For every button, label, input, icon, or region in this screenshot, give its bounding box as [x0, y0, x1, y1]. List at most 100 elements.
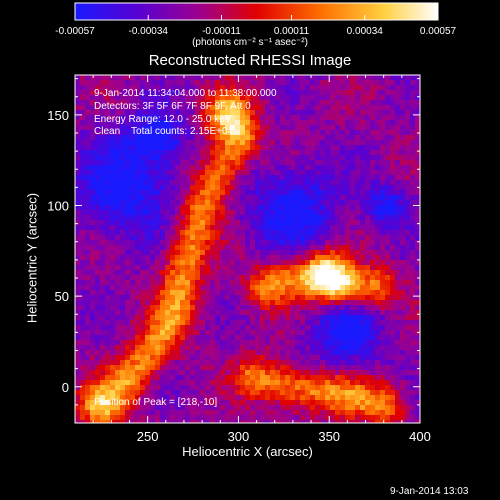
- heatmap-cell: [125, 205, 131, 211]
- heatmap-cell: [245, 415, 251, 421]
- heatmap-cell: [80, 270, 86, 276]
- heatmap-cell: [150, 165, 156, 171]
- heatmap-cell: [135, 375, 141, 381]
- heatmap-cell: [270, 300, 276, 306]
- heatmap-cell: [390, 275, 396, 281]
- heatmap-cell: [100, 155, 106, 161]
- heatmap-cell: [395, 80, 401, 86]
- heatmap-cell: [280, 225, 286, 231]
- heatmap-cell: [250, 230, 256, 236]
- heatmap-cell: [115, 125, 121, 131]
- heatmap-cell: [90, 140, 96, 146]
- heatmap-cell: [245, 100, 251, 106]
- heatmap-cell: [415, 260, 420, 266]
- heatmap-cell: [125, 240, 131, 246]
- heatmap-cell: [415, 170, 420, 176]
- heatmap-cell: [185, 320, 191, 326]
- heatmap-cell: [410, 305, 416, 311]
- heatmap-cell: [380, 385, 386, 391]
- heatmap-cell: [260, 415, 266, 421]
- heatmap-cell: [310, 310, 316, 316]
- heatmap-cell: [380, 155, 386, 161]
- heatmap-cell: [160, 390, 166, 396]
- heatmap-cell: [80, 345, 86, 351]
- heatmap-cell: [235, 180, 241, 186]
- heatmap-cell: [375, 350, 381, 356]
- heatmap-cell: [170, 395, 176, 401]
- heatmap-cell: [220, 385, 226, 391]
- heatmap-cell: [250, 380, 256, 386]
- heatmap-cell: [235, 295, 241, 301]
- heatmap-cell: [320, 105, 326, 111]
- heatmap-cell: [365, 220, 371, 226]
- heatmap-cell: [245, 260, 251, 266]
- heatmap-cell: [355, 255, 361, 261]
- heatmap-cell: [150, 210, 156, 216]
- heatmap-cell: [290, 170, 296, 176]
- heatmap-cell: [395, 285, 401, 291]
- heatmap-cell: [355, 275, 361, 281]
- heatmap-cell: [135, 385, 141, 391]
- heatmap-cell: [335, 145, 341, 151]
- heatmap-cell: [200, 390, 206, 396]
- heatmap-cell: [270, 220, 276, 226]
- heatmap-cell: [220, 255, 226, 261]
- heatmap-cell: [225, 155, 231, 161]
- heatmap-cell: [200, 235, 206, 241]
- heatmap-cell: [400, 115, 406, 121]
- heatmap-cell: [85, 150, 91, 156]
- heatmap-cell: [265, 180, 271, 186]
- heatmap-cell: [360, 120, 366, 126]
- heatmap-cell: [310, 395, 316, 401]
- heatmap-cell: [205, 285, 211, 291]
- heatmap-cell: [210, 160, 216, 166]
- heatmap-cell: [170, 360, 176, 366]
- heatmap-cell: [390, 155, 396, 161]
- heatmap-cell: [160, 385, 166, 391]
- heatmap-cell: [200, 385, 206, 391]
- heatmap-cell: [90, 325, 96, 331]
- heatmap-cell: [325, 240, 331, 246]
- heatmap-cell: [140, 330, 146, 336]
- heatmap-cell: [150, 325, 156, 331]
- heatmap-cell: [215, 335, 221, 341]
- heatmap-cell: [115, 395, 121, 401]
- heatmap-cell: [345, 365, 351, 371]
- heatmap-cell: [290, 330, 296, 336]
- heatmap-cell: [155, 405, 161, 411]
- heatmap-cell: [245, 305, 251, 311]
- heatmap-cell: [130, 390, 136, 396]
- heatmap-cell: [320, 400, 326, 406]
- heatmap-cell: [315, 390, 321, 396]
- heatmap-cell: [175, 155, 181, 161]
- heatmap-cell: [255, 205, 261, 211]
- heatmap-cell: [350, 210, 356, 216]
- heatmap-cell: [390, 320, 396, 326]
- heatmap-cell: [315, 160, 321, 166]
- heatmap-cell: [410, 190, 416, 196]
- heatmap-cell: [170, 315, 176, 321]
- heatmap-cell: [175, 330, 181, 336]
- heatmap-cell: [280, 170, 286, 176]
- heatmap-cell: [180, 235, 186, 241]
- heatmap-cell: [305, 250, 311, 256]
- heatmap-cell: [255, 345, 261, 351]
- heatmap-cell: [180, 165, 186, 171]
- heatmap-cell: [205, 260, 211, 266]
- heatmap-cell: [200, 340, 206, 346]
- heatmap-cell: [150, 375, 156, 381]
- heatmap-cell: [95, 260, 101, 266]
- heatmap-cell: [260, 105, 266, 111]
- heatmap-cell: [345, 230, 351, 236]
- heatmap-cell: [180, 260, 186, 266]
- heatmap-cell: [150, 365, 156, 371]
- heatmap-cell: [295, 125, 301, 131]
- heatmap-cell: [150, 75, 156, 81]
- heatmap-cell: [175, 215, 181, 221]
- heatmap-cell: [145, 120, 151, 126]
- heatmap-cell: [80, 200, 86, 206]
- heatmap-cell: [285, 400, 291, 406]
- heatmap-cell: [180, 375, 186, 381]
- heatmap-cell: [215, 235, 221, 241]
- heatmap-cell: [135, 320, 141, 326]
